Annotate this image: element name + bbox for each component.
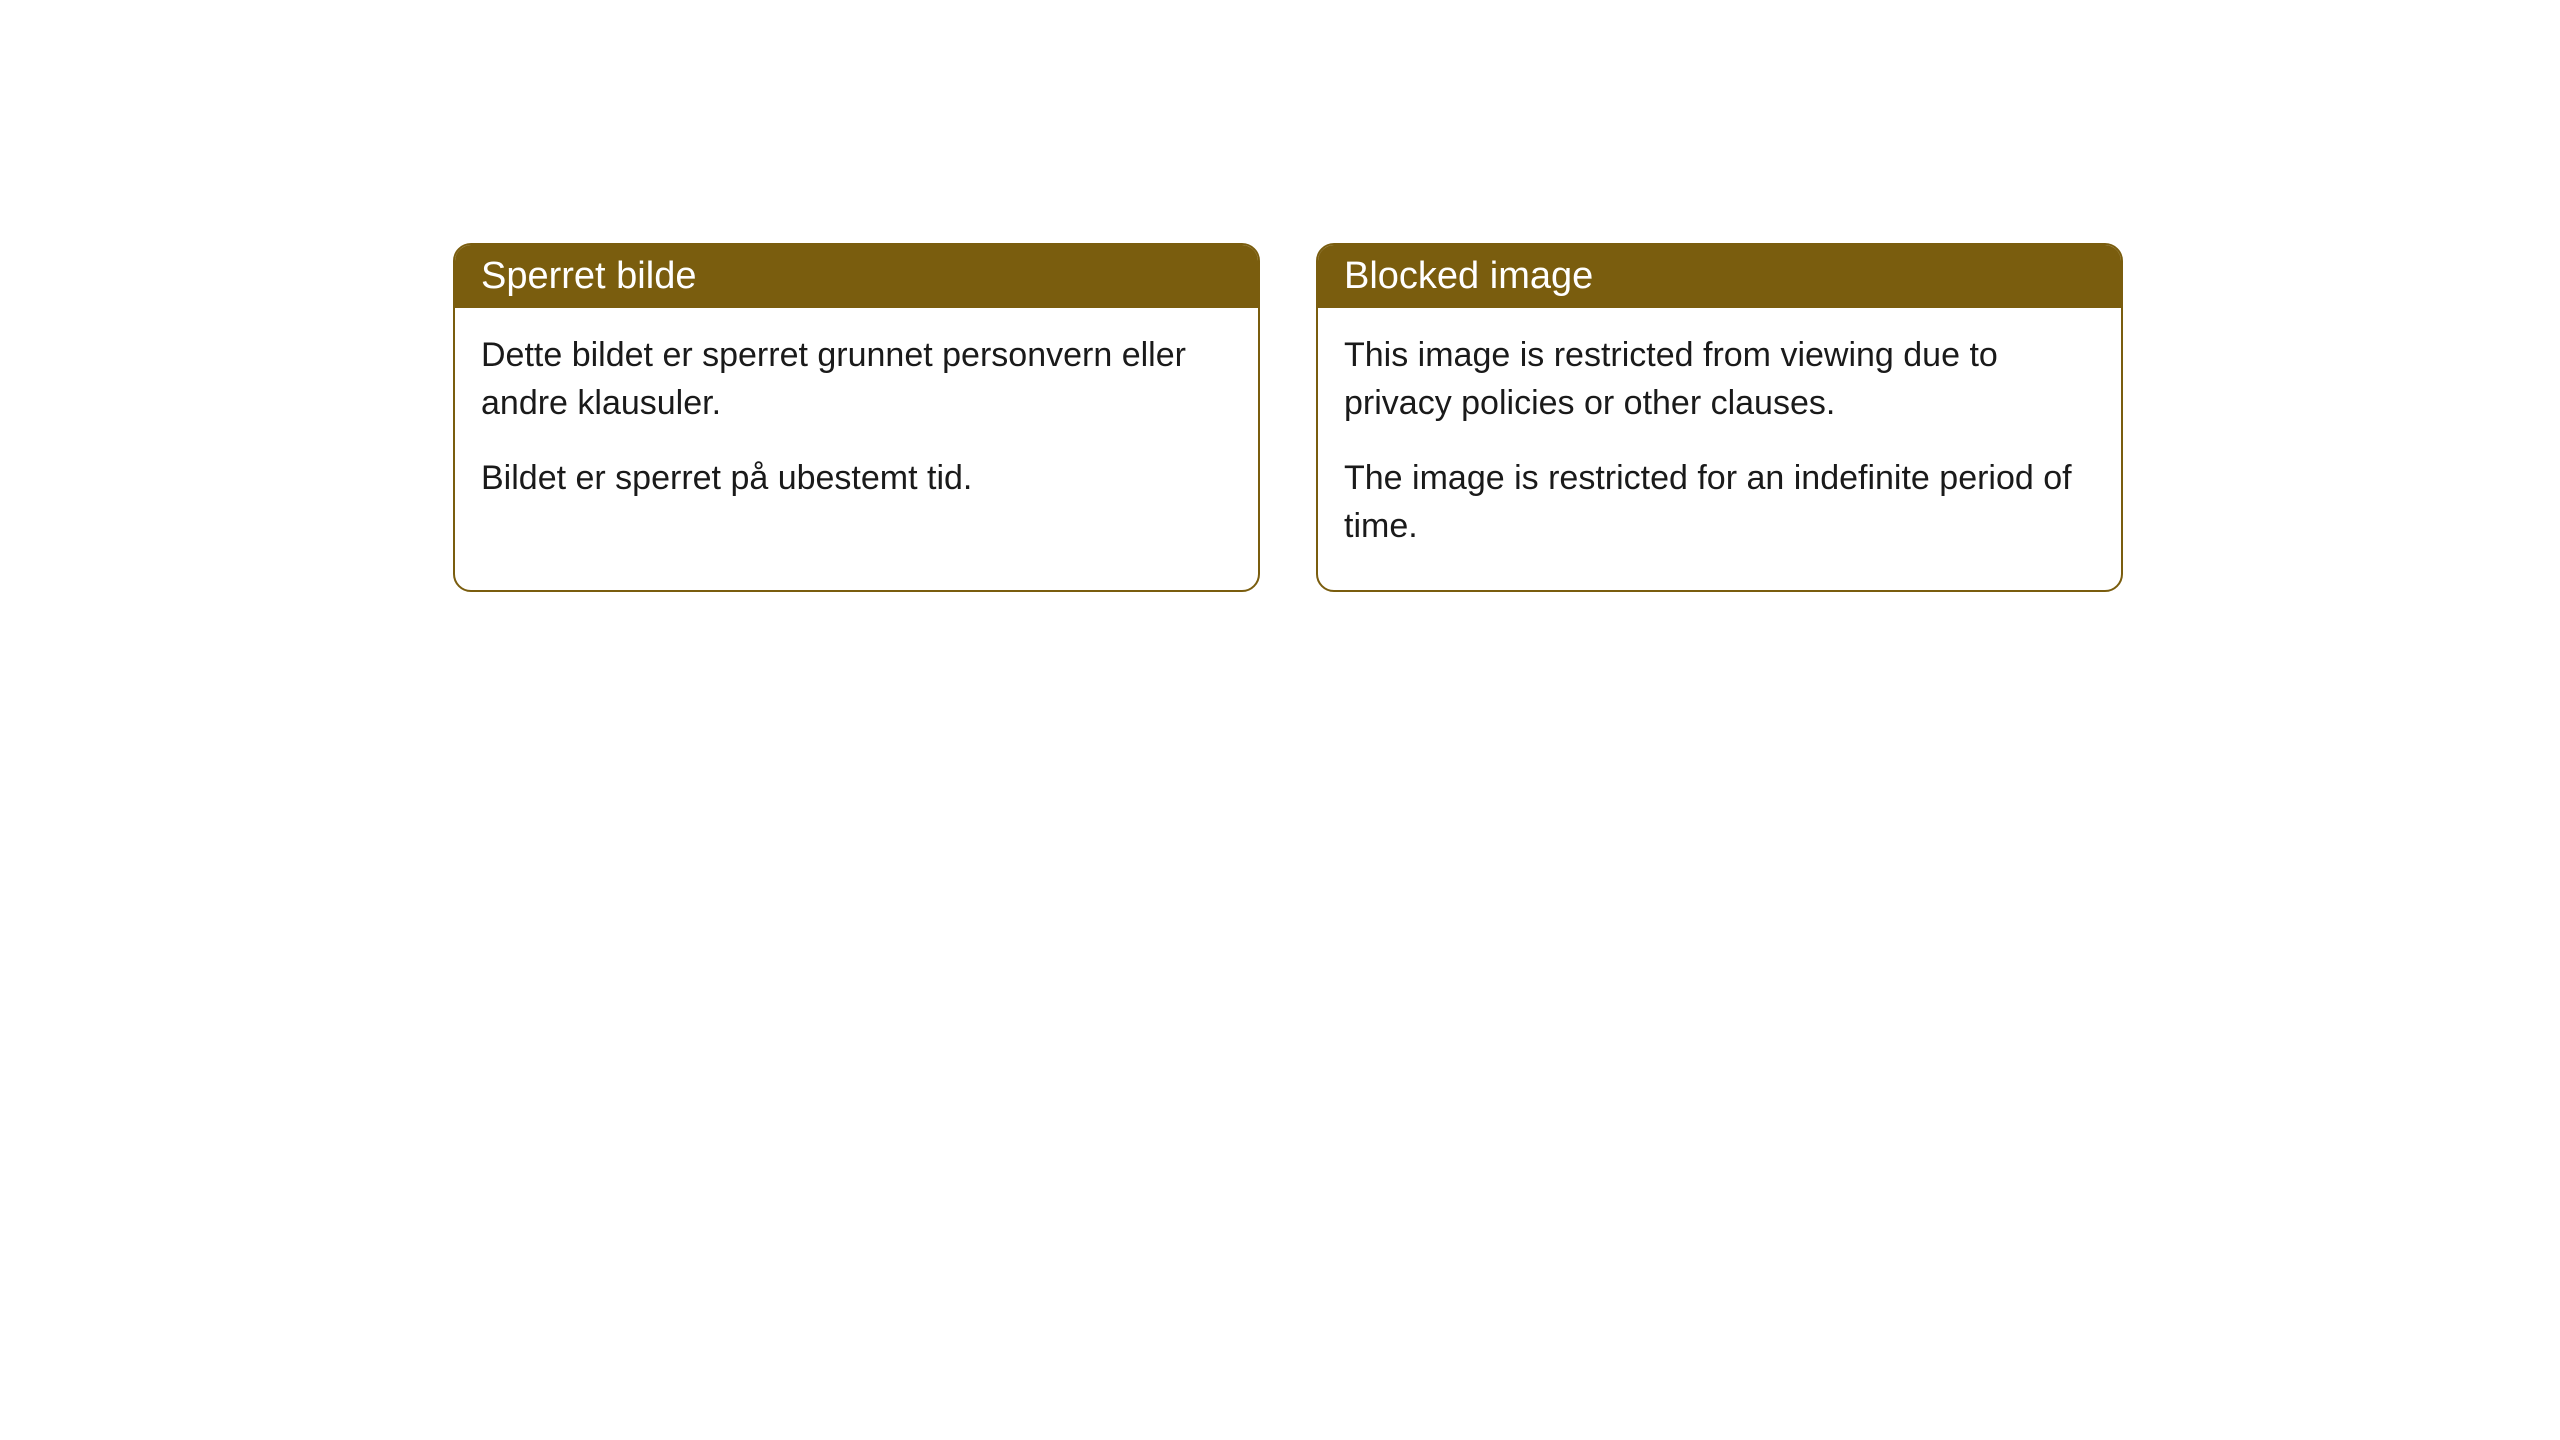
card-header: Sperret bilde <box>455 245 1258 308</box>
notice-cards-container: Sperret bilde Dette bildet er sperret gr… <box>453 243 2123 592</box>
notice-card-english: Blocked image This image is restricted f… <box>1316 243 2123 592</box>
card-body: Dette bildet er sperret grunnet personve… <box>455 308 1258 543</box>
card-paragraph: Dette bildet er sperret grunnet personve… <box>481 332 1232 427</box>
card-paragraph: The image is restricted for an indefinit… <box>1344 455 2095 550</box>
card-header: Blocked image <box>1318 245 2121 308</box>
card-paragraph: This image is restricted from viewing du… <box>1344 332 2095 427</box>
notice-card-norwegian: Sperret bilde Dette bildet er sperret gr… <box>453 243 1260 592</box>
card-paragraph: Bildet er sperret på ubestemt tid. <box>481 455 1232 503</box>
card-body: This image is restricted from viewing du… <box>1318 308 2121 590</box>
